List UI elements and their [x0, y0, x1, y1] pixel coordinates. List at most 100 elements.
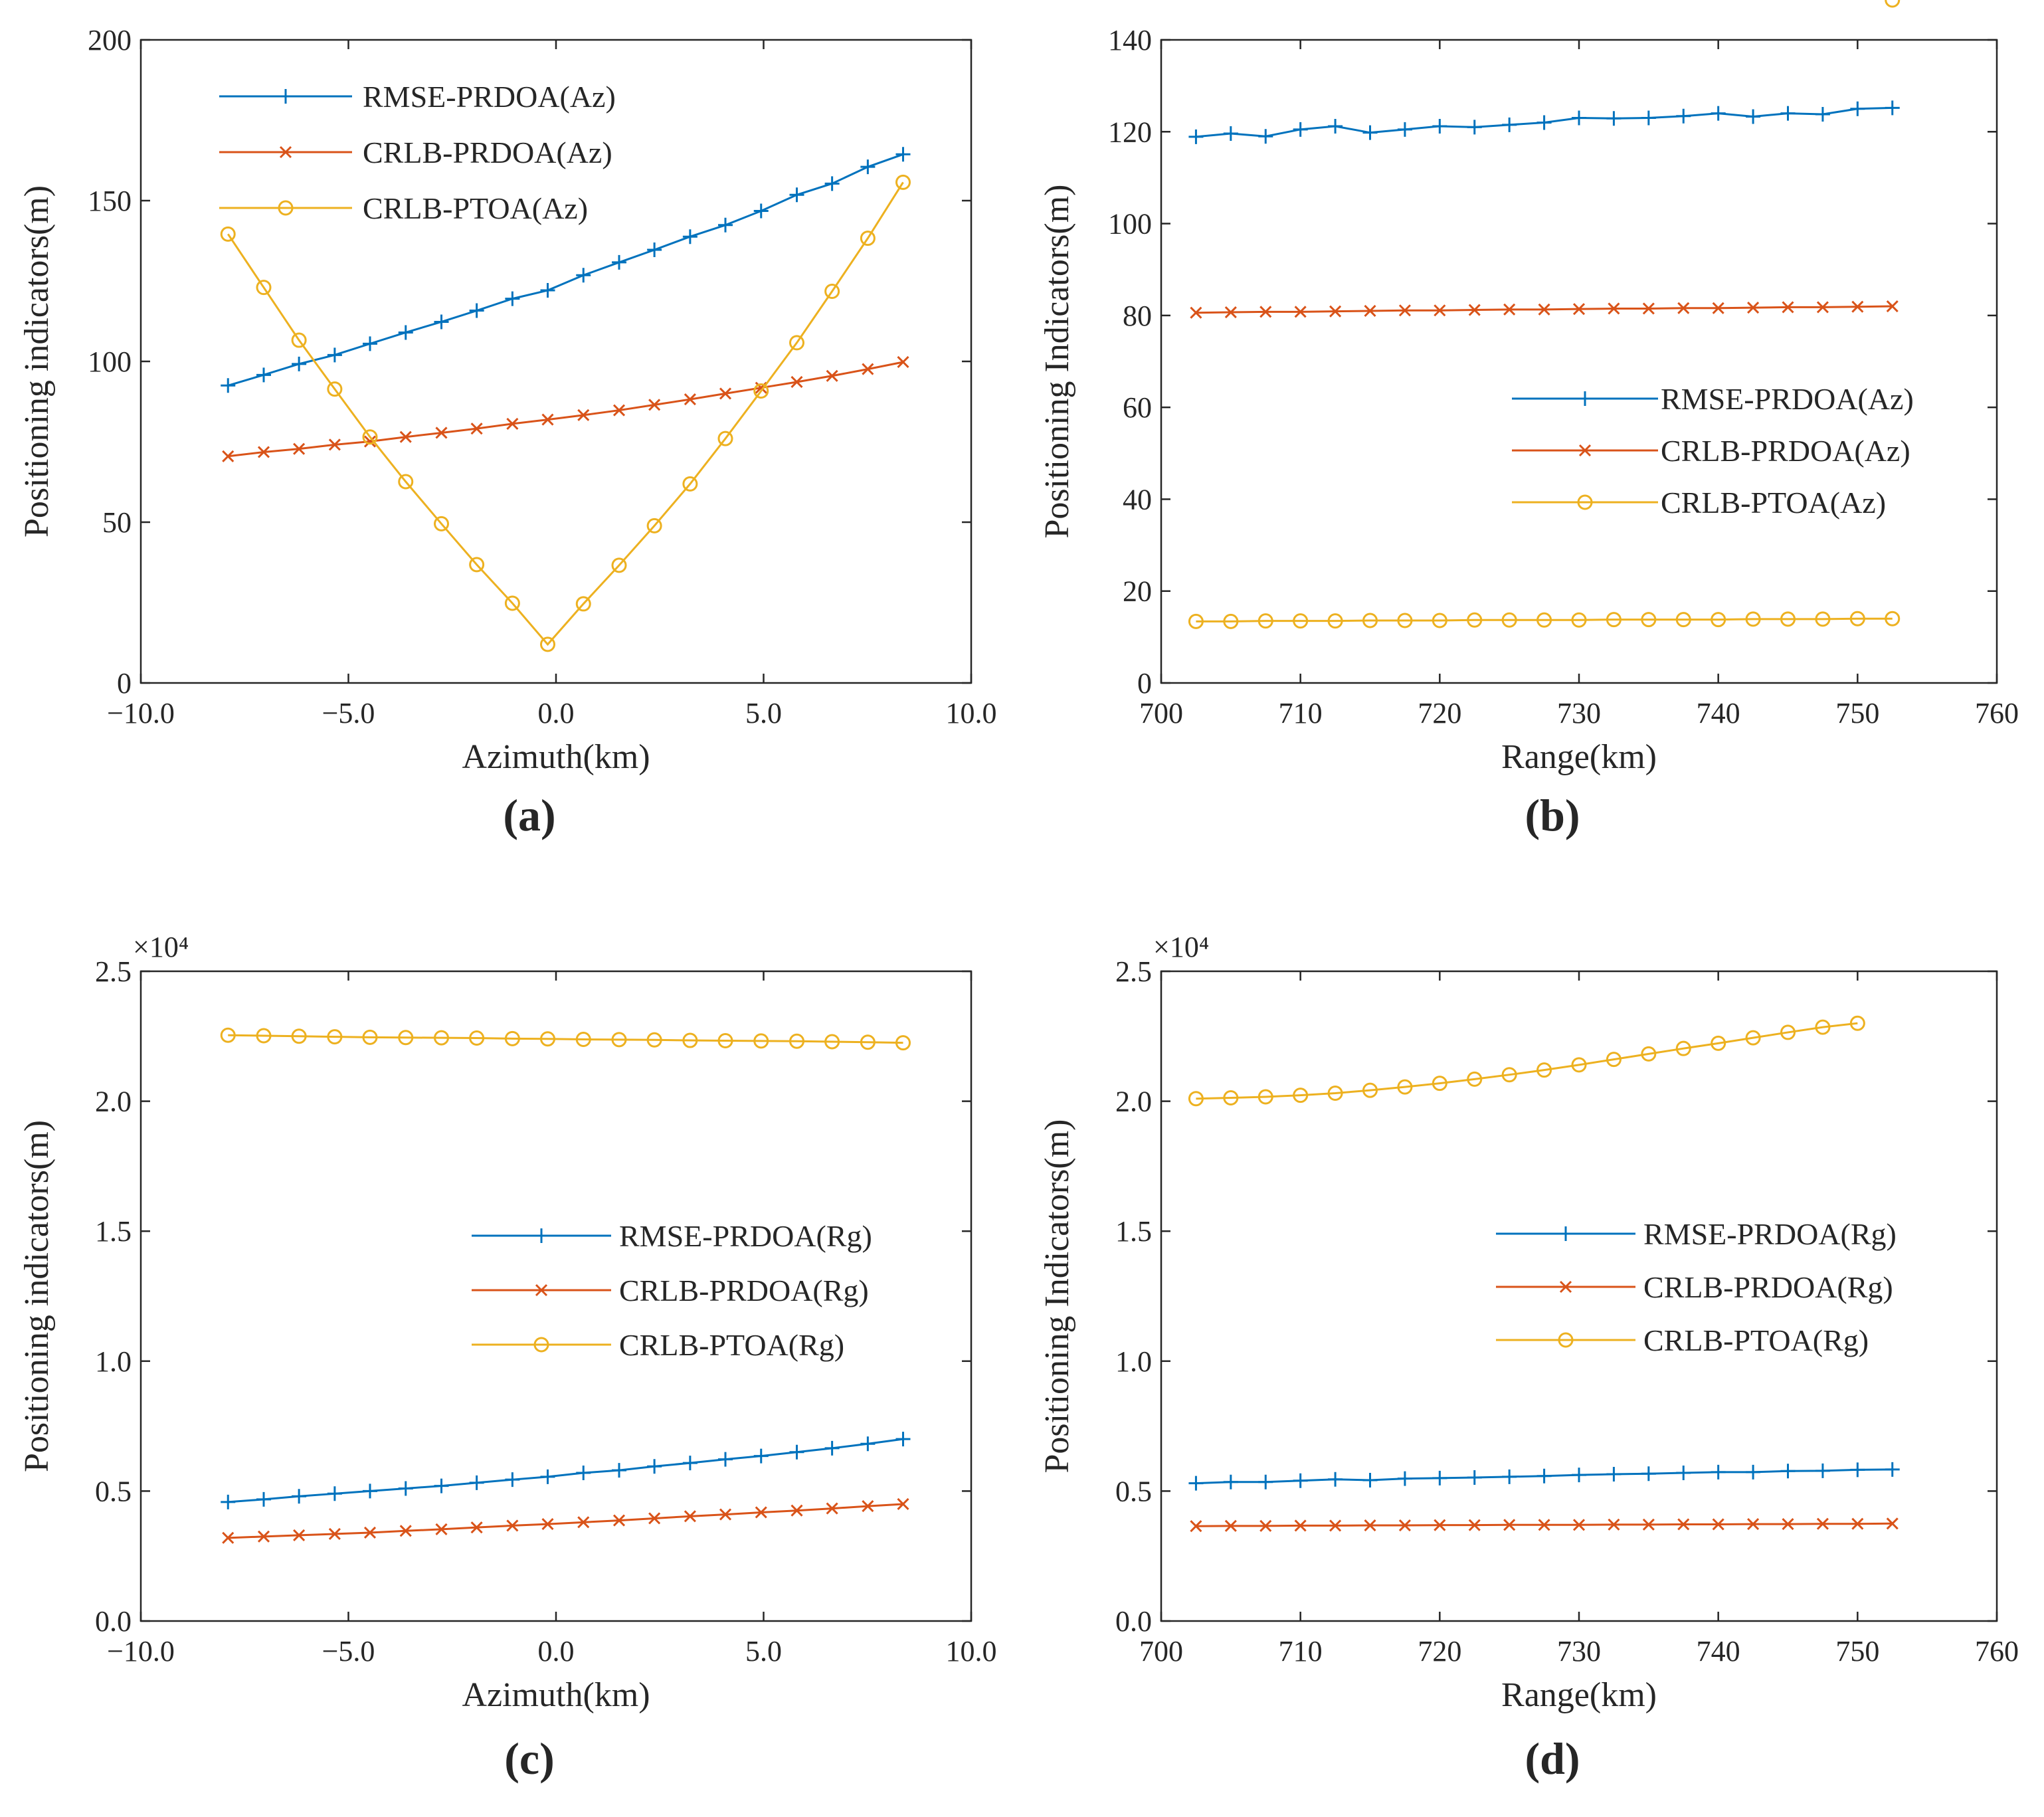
- data-point: [1711, 1035, 1726, 1051]
- legend-marker: [534, 1228, 549, 1243]
- data-point: [611, 557, 627, 573]
- legend-label: RMSE-PRDOA(Rg): [619, 1219, 872, 1253]
- panel-b: 700 710 720 730 740 750 760 0 20 40 60 80 100 120 140 R…: [1038, 24, 2019, 840]
- x-tick-label: 700: [1139, 697, 1183, 729]
- data-point: [1815, 1019, 1831, 1035]
- x-tick-label: 760: [1975, 1635, 2019, 1668]
- legend-marker: [1577, 494, 1593, 510]
- data-point: [1572, 303, 1586, 316]
- data-point: [1501, 612, 1517, 628]
- legend-marker: [1558, 1226, 1573, 1241]
- data-point: [1468, 304, 1481, 316]
- data-point: [1188, 1091, 1204, 1107]
- data-point: [1224, 1519, 1237, 1532]
- data-point: [790, 1504, 803, 1517]
- data-point: [1364, 304, 1376, 318]
- data-point: [826, 1502, 838, 1515]
- data-point: [506, 1519, 519, 1532]
- data-point: [1364, 1519, 1376, 1532]
- x-tick-label: 10.0: [946, 697, 997, 729]
- data-point: [435, 427, 448, 439]
- y-tick-label: 1.5: [95, 1215, 132, 1248]
- data-point: [1467, 612, 1483, 628]
- plot-frame: [1160, 39, 1998, 684]
- x-tick-label: 5.0: [745, 1635, 782, 1668]
- series-rmse: [221, 147, 911, 393]
- data-point: [1850, 1462, 1865, 1478]
- x-tick-label: 730: [1557, 1635, 1601, 1668]
- data-point: [1816, 1517, 1829, 1530]
- data-point: [506, 417, 519, 430]
- legend-label: CRLB-PRDOA(Az): [363, 136, 612, 169]
- data-point: [682, 229, 697, 244]
- data-point: [895, 1432, 911, 1447]
- y-tick-label: 0: [117, 667, 132, 700]
- data-point: [1259, 306, 1272, 318]
- data-point: [541, 1518, 554, 1531]
- data-point: [1432, 613, 1447, 628]
- series-crlb-ptoa: [220, 174, 911, 652]
- legend-entry: RMSE-PRDOA(Rg): [1496, 1217, 1897, 1251]
- data-point: [1815, 1463, 1830, 1478]
- y-tick-label: 0.5: [1115, 1475, 1152, 1507]
- panel-d: 700 710 720 730 740 750 760 0.0 0.5 1.0 1.5 2.0 2.5×…: [1038, 0, 2019, 1784]
- data-point: [577, 1516, 590, 1529]
- data-point: [1434, 304, 1446, 317]
- legend-entry: CRLB-PTOA(Rg): [1496, 1323, 1869, 1357]
- data-point: [540, 283, 555, 298]
- data-point: [1294, 1519, 1307, 1532]
- series-line: [1196, 617, 1893, 622]
- data-point: [257, 1530, 270, 1543]
- series-crlb-ptoa: [220, 1027, 911, 1051]
- data-point: [753, 1033, 769, 1049]
- data-point: [646, 1032, 662, 1048]
- series-line: [228, 361, 903, 458]
- series-crlb-ptoa: [1188, 0, 1901, 1107]
- series-crlb-ptoa: [1188, 611, 1901, 629]
- data-point: [256, 280, 272, 296]
- data-point: [1850, 101, 1865, 116]
- data-point: [1782, 1518, 1794, 1531]
- legend-label: CRLB-PRDOA(Rg): [619, 1274, 869, 1307]
- data-point: [1885, 0, 1901, 8]
- data-point: [1397, 1079, 1413, 1095]
- data-point: [1606, 1052, 1622, 1068]
- data-point: [1293, 1473, 1308, 1488]
- data-point: [1502, 1469, 1517, 1484]
- x-tick-label: 710: [1279, 697, 1323, 729]
- y-tick-label: 40: [1123, 483, 1152, 516]
- data-point: [327, 1486, 342, 1501]
- data-point: [257, 446, 270, 458]
- x-tick-label: −5.0: [322, 697, 375, 729]
- legend-marker: [533, 1337, 549, 1353]
- data-point: [291, 1028, 307, 1044]
- data-point: [1746, 109, 1761, 124]
- data-point: [647, 1459, 662, 1474]
- series-line: [227, 181, 904, 646]
- series-rmse: [1188, 1462, 1900, 1491]
- data-point: [1190, 1520, 1202, 1533]
- series-crlb-prdoa: [222, 355, 909, 462]
- data-point: [399, 1525, 412, 1537]
- data-point: [1572, 1468, 1586, 1483]
- data-point: [1851, 300, 1864, 313]
- data-point: [398, 325, 413, 340]
- legend-entry: RMSE-PRDOA(Az): [1512, 382, 1914, 416]
- data-point: [753, 203, 769, 219]
- data-point: [256, 1028, 272, 1044]
- data-point: [1257, 613, 1273, 629]
- data-point: [327, 1029, 343, 1045]
- data-point: [1712, 302, 1724, 314]
- data-point: [1398, 304, 1411, 317]
- data-point: [647, 242, 662, 258]
- data-point: [1468, 1519, 1481, 1531]
- x-tick-label: 0.0: [538, 697, 575, 729]
- data-point: [1745, 1030, 1761, 1046]
- panel-label: (b): [1525, 790, 1580, 840]
- data-point: [1434, 1519, 1446, 1531]
- data-point: [612, 404, 626, 417]
- series-crlb-prdoa: [1190, 1517, 1899, 1533]
- data-point: [1677, 302, 1690, 314]
- data-point: [612, 1514, 626, 1527]
